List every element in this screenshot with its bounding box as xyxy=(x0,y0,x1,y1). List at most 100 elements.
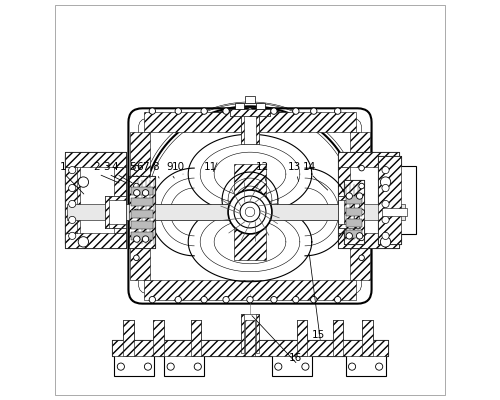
Circle shape xyxy=(270,108,277,114)
Circle shape xyxy=(134,190,140,196)
Bar xyxy=(66,204,406,220)
Bar xyxy=(104,196,126,200)
Text: 10: 10 xyxy=(172,162,185,172)
Circle shape xyxy=(134,165,139,171)
Circle shape xyxy=(118,363,124,370)
Bar xyxy=(241,112,244,144)
Circle shape xyxy=(270,296,277,303)
Circle shape xyxy=(310,296,317,303)
Circle shape xyxy=(134,183,139,189)
Circle shape xyxy=(382,232,389,240)
Text: 11: 11 xyxy=(204,162,217,172)
Bar xyxy=(344,180,364,244)
Bar xyxy=(191,320,202,356)
Bar xyxy=(131,210,152,218)
Bar xyxy=(131,187,152,195)
Circle shape xyxy=(234,196,266,228)
Circle shape xyxy=(175,296,182,303)
Circle shape xyxy=(356,193,363,199)
Circle shape xyxy=(359,255,364,260)
Bar xyxy=(131,198,152,206)
Bar xyxy=(104,224,126,228)
Bar xyxy=(400,166,416,234)
Circle shape xyxy=(292,108,299,114)
Bar xyxy=(144,280,356,300)
Circle shape xyxy=(175,108,182,114)
Circle shape xyxy=(382,184,389,192)
Circle shape xyxy=(144,363,152,370)
Text: 16: 16 xyxy=(289,353,302,363)
Circle shape xyxy=(201,296,207,303)
FancyBboxPatch shape xyxy=(128,108,372,304)
Bar xyxy=(256,314,259,354)
Bar xyxy=(130,132,150,280)
Text: 3: 3 xyxy=(103,162,110,172)
Bar xyxy=(241,314,244,354)
Bar xyxy=(350,132,370,280)
Bar xyxy=(131,232,152,240)
Circle shape xyxy=(134,236,140,242)
Bar xyxy=(123,320,134,356)
Circle shape xyxy=(359,209,364,215)
Bar xyxy=(234,164,266,260)
Bar xyxy=(153,320,164,356)
Bar xyxy=(378,156,402,244)
Circle shape xyxy=(134,235,139,241)
Bar xyxy=(256,103,265,109)
Bar xyxy=(230,109,270,116)
Circle shape xyxy=(334,296,341,303)
Bar xyxy=(338,196,359,228)
Bar xyxy=(123,320,134,356)
Bar xyxy=(245,96,255,103)
Circle shape xyxy=(274,363,282,370)
Bar xyxy=(354,196,359,228)
Bar xyxy=(296,320,307,356)
Bar xyxy=(338,152,400,167)
Text: 9: 9 xyxy=(166,162,173,172)
Circle shape xyxy=(68,232,76,240)
Bar xyxy=(362,320,373,356)
Text: 8: 8 xyxy=(152,162,158,172)
Bar xyxy=(346,219,362,227)
Text: 6: 6 xyxy=(136,162,142,172)
Circle shape xyxy=(245,207,255,217)
Bar xyxy=(129,176,154,248)
Bar xyxy=(104,196,110,228)
Text: 2: 2 xyxy=(93,162,100,172)
Circle shape xyxy=(359,235,364,241)
Circle shape xyxy=(382,166,389,174)
Bar xyxy=(131,221,152,229)
Circle shape xyxy=(167,363,174,370)
Bar xyxy=(272,356,312,376)
Circle shape xyxy=(68,184,76,192)
Circle shape xyxy=(149,108,156,114)
Circle shape xyxy=(223,108,230,114)
Bar xyxy=(382,208,407,216)
Bar xyxy=(235,103,244,109)
Circle shape xyxy=(68,166,76,174)
Text: 1: 1 xyxy=(60,162,66,172)
Bar xyxy=(112,340,388,356)
Circle shape xyxy=(228,190,272,234)
Bar xyxy=(346,196,362,204)
Bar xyxy=(144,112,356,132)
Bar xyxy=(114,167,126,233)
Bar xyxy=(378,156,402,244)
Bar xyxy=(346,356,386,376)
Circle shape xyxy=(142,190,149,196)
Circle shape xyxy=(380,237,390,247)
Bar xyxy=(332,320,343,356)
Circle shape xyxy=(240,202,260,222)
Bar xyxy=(64,152,126,167)
Circle shape xyxy=(247,108,253,114)
Bar xyxy=(344,180,364,244)
Bar xyxy=(129,176,154,248)
Text: 12: 12 xyxy=(256,162,268,172)
Circle shape xyxy=(201,108,207,114)
Bar xyxy=(64,167,76,233)
Circle shape xyxy=(149,296,156,303)
Circle shape xyxy=(78,177,88,187)
Bar xyxy=(114,356,154,376)
Bar xyxy=(241,112,259,144)
Circle shape xyxy=(382,216,389,224)
